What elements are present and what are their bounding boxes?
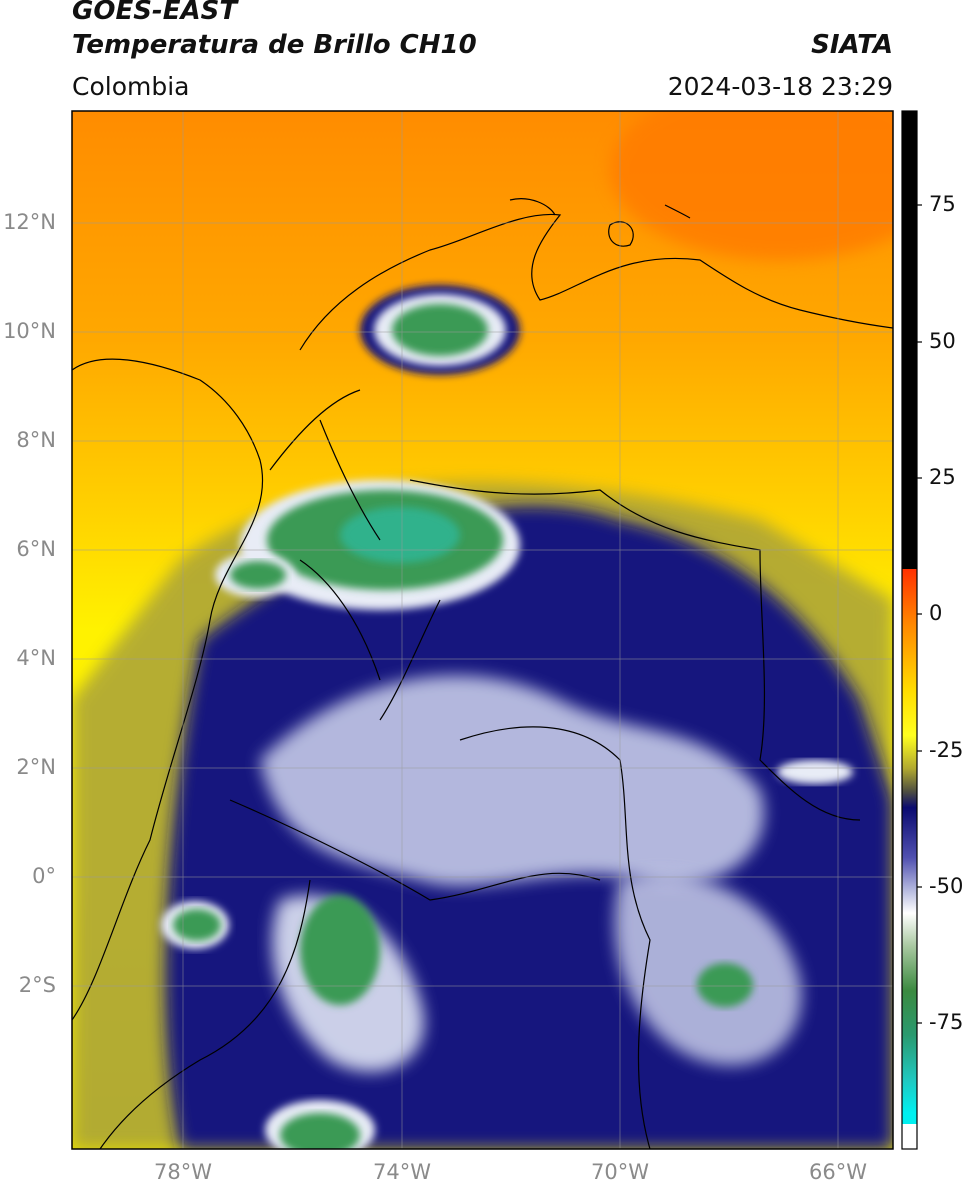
colorbar-tick-75: 75 (929, 192, 956, 216)
satellite-title: GOES-EAST (72, 0, 238, 26)
graticule (72, 111, 893, 1149)
map-frame (71, 110, 894, 1150)
region-label: Colombia (72, 72, 190, 101)
colorbar-tick-0: 0 (929, 601, 943, 625)
colorbar-tick-25: 25 (929, 465, 956, 489)
product-title: Temperatura de Brillo CH10 (72, 30, 477, 60)
colorbar-tick-minus50: -50 (929, 874, 964, 898)
lon-label-70w: 70°W (591, 1160, 649, 1184)
lat-label-8n: 8°N (16, 428, 56, 452)
lat-label-10n: 10°N (3, 319, 56, 343)
lon-label-74w: 74°W (373, 1160, 431, 1184)
colorbar-tick-minus75: -75 (929, 1010, 964, 1034)
brand-label: SIATA (811, 30, 893, 60)
lon-label-78w: 78°W (154, 1160, 212, 1184)
brightness-temperature-field (72, 111, 893, 1149)
colorbar-tick-50: 50 (929, 329, 956, 353)
lat-label-2s: 2°S (18, 973, 56, 997)
lat-label-4n: 4°N (16, 646, 56, 670)
lat-label-2n: 2°N (16, 755, 56, 779)
lon-label-66w: 66°W (809, 1160, 867, 1184)
lat-label-0: 0° (32, 864, 56, 888)
lat-label-12n: 12°N (3, 210, 56, 234)
lat-label-6n: 6°N (16, 537, 56, 561)
timestamp-label: 2024-03-18 23:29 (667, 72, 893, 101)
colorbar (901, 110, 922, 1150)
colorbar-tick-minus25: -25 (929, 738, 964, 762)
